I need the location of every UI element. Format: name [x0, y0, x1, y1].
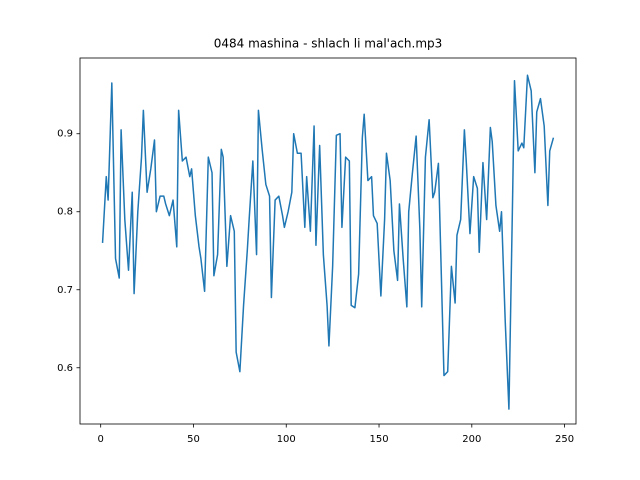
- y-tick-label: 0.6: [57, 363, 73, 374]
- plot-frame: [79, 57, 577, 425]
- x-tick-label: 100: [277, 434, 296, 445]
- x-tick-label: 200: [462, 434, 481, 445]
- line: [101, 74, 555, 410]
- x-tick-label: 50: [187, 434, 200, 445]
- x-tick-label: 250: [555, 434, 574, 445]
- x-tick-label: 0: [98, 434, 104, 445]
- y-tick-label: 0.9: [57, 129, 73, 140]
- chart-title: 0484 mashina - shlach li mal'ach.mp3: [214, 37, 443, 51]
- y-tick-label: 0.8: [57, 207, 73, 218]
- x-tick-label: 150: [369, 434, 388, 445]
- y-tick-label: 0.7: [57, 285, 73, 296]
